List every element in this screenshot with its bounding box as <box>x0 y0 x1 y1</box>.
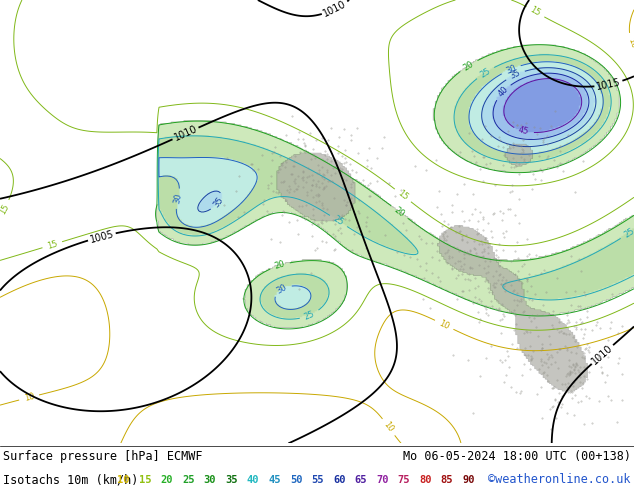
Text: 75: 75 <box>398 475 410 485</box>
Text: 70: 70 <box>376 475 389 485</box>
Text: Surface pressure [hPa] ECMWF: Surface pressure [hPa] ECMWF <box>3 450 203 463</box>
Text: 50: 50 <box>290 475 302 485</box>
Text: 15: 15 <box>396 189 410 202</box>
Text: 30: 30 <box>204 475 216 485</box>
Text: 80: 80 <box>419 475 432 485</box>
Text: 10: 10 <box>437 318 451 331</box>
Text: 1010: 1010 <box>322 0 348 19</box>
Text: 15: 15 <box>0 202 11 216</box>
Text: 10: 10 <box>626 36 634 49</box>
Text: 20: 20 <box>392 205 406 219</box>
Text: 85: 85 <box>441 475 453 485</box>
Text: 1015: 1015 <box>595 77 621 92</box>
Text: 30: 30 <box>275 283 289 296</box>
Text: 25: 25 <box>303 309 316 321</box>
Text: 45: 45 <box>517 125 530 137</box>
Text: 35: 35 <box>508 69 522 81</box>
Text: 40: 40 <box>247 475 259 485</box>
Text: 55: 55 <box>311 475 324 485</box>
Text: Mo 06-05-2024 18:00 UTC (00+138): Mo 06-05-2024 18:00 UTC (00+138) <box>403 450 631 463</box>
Text: 30: 30 <box>172 193 183 205</box>
Text: 1010: 1010 <box>590 343 615 367</box>
Text: 1010: 1010 <box>172 124 198 143</box>
Text: 10: 10 <box>23 392 36 403</box>
Text: 15: 15 <box>529 5 542 19</box>
Text: 20: 20 <box>273 260 286 271</box>
Text: 10: 10 <box>117 475 130 485</box>
Text: 25: 25 <box>332 214 346 228</box>
Text: 60: 60 <box>333 475 346 485</box>
Text: 10: 10 <box>382 420 396 434</box>
Text: 35: 35 <box>225 475 238 485</box>
Text: Isotachs 10m (km/h): Isotachs 10m (km/h) <box>3 473 139 486</box>
Text: 30: 30 <box>505 63 518 75</box>
Text: 45: 45 <box>268 475 281 485</box>
Text: ©weatheronline.co.uk: ©weatheronline.co.uk <box>488 473 631 486</box>
Text: 25: 25 <box>623 226 634 240</box>
Text: 90: 90 <box>462 475 475 485</box>
Text: 20: 20 <box>462 59 476 73</box>
Text: 15: 15 <box>139 475 152 485</box>
Text: 20: 20 <box>160 475 173 485</box>
Text: 15: 15 <box>46 239 58 250</box>
Text: 65: 65 <box>354 475 367 485</box>
Text: 25: 25 <box>182 475 195 485</box>
Text: 35: 35 <box>212 195 225 209</box>
Text: 40: 40 <box>496 85 510 99</box>
Text: 25: 25 <box>479 66 492 79</box>
Text: 1005: 1005 <box>89 229 115 245</box>
